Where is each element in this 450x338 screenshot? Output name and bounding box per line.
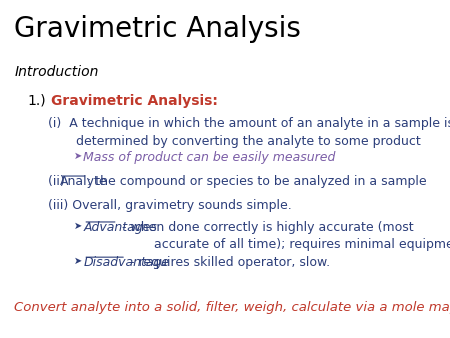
Text: (ii): (ii) xyxy=(48,175,69,188)
Text: (i)  A technique in which the amount of an analyte in a sample is
       determi: (i) A technique in which the amount of a… xyxy=(48,117,450,148)
Text: Disadvantage: Disadvantage xyxy=(83,256,170,269)
Text: Convert analyte into a solid, filter, weigh, calculate via a mole map: Convert analyte into a solid, filter, we… xyxy=(14,301,450,314)
Text: Advantages: Advantages xyxy=(83,221,157,234)
Text: - requires skilled operator, slow.: - requires skilled operator, slow. xyxy=(126,256,330,269)
Text: ➤: ➤ xyxy=(74,221,82,231)
Text: Gravimetric Analysis: Gravimetric Analysis xyxy=(14,15,301,43)
Text: - when done correctly is highly accurate (most
         accurate of all time); r: - when done correctly is highly accurate… xyxy=(117,221,450,251)
Text: 1.): 1.) xyxy=(27,94,46,107)
Text: : the compound or species to be analyzed in a sample: : the compound or species to be analyzed… xyxy=(87,175,427,188)
Text: ➤: ➤ xyxy=(74,150,82,161)
Text: Introduction: Introduction xyxy=(14,65,99,79)
Text: (iii) Overall, gravimetry sounds simple.: (iii) Overall, gravimetry sounds simple. xyxy=(48,199,292,212)
Text: ➤: ➤ xyxy=(74,256,82,266)
Text: Analyte: Analyte xyxy=(60,175,108,188)
Text: Gravimetric Analysis:: Gravimetric Analysis: xyxy=(51,94,218,107)
Text: Mass of product can be easily measured: Mass of product can be easily measured xyxy=(83,150,336,164)
